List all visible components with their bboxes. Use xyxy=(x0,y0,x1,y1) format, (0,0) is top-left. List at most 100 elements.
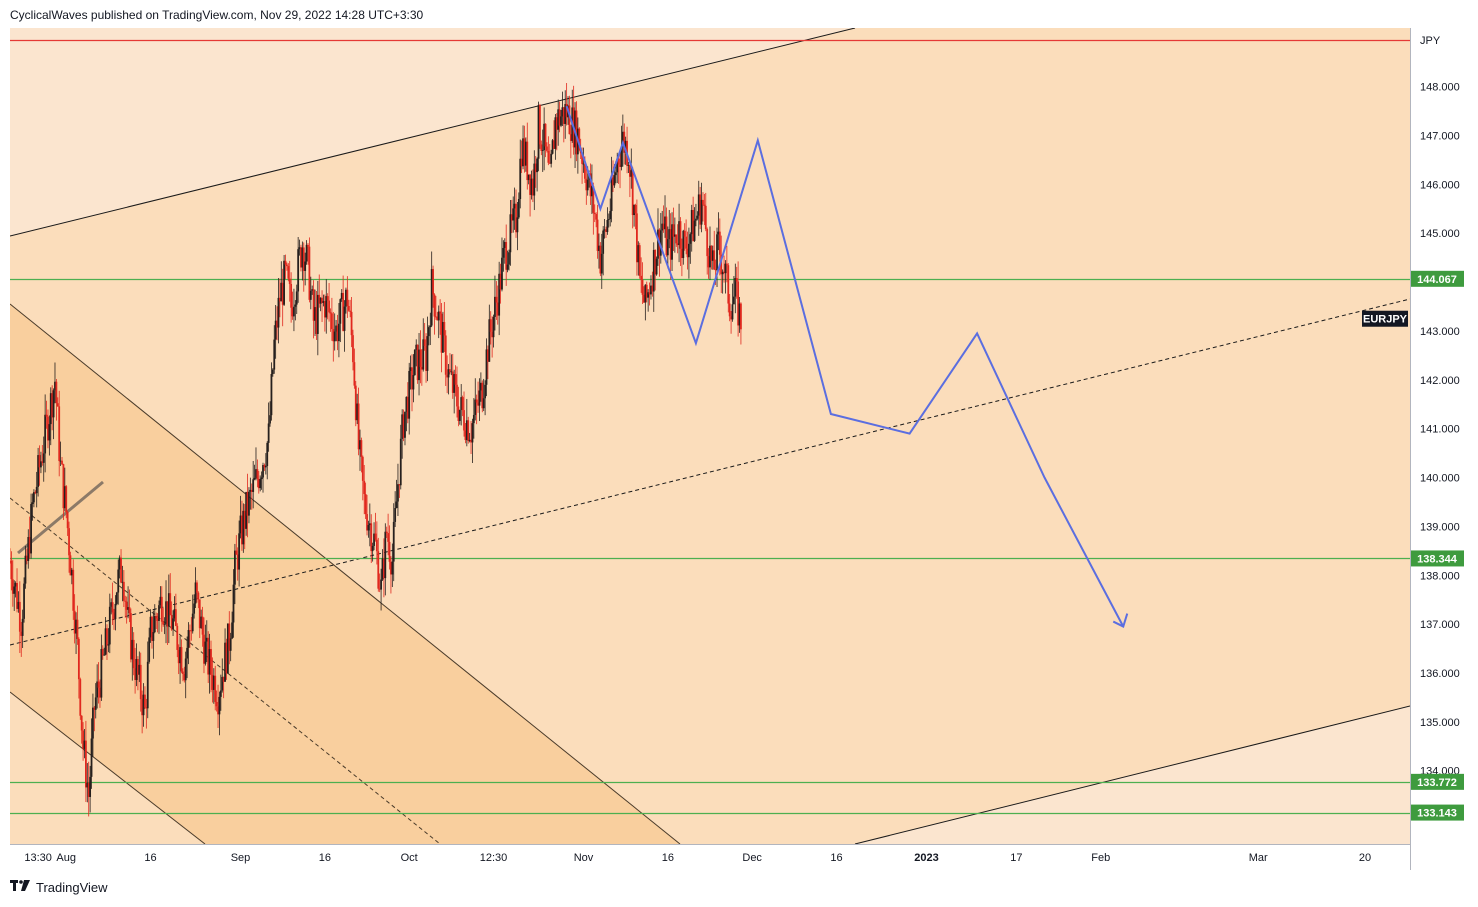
candle-body xyxy=(49,393,52,425)
candle-body xyxy=(32,492,35,503)
candle-body xyxy=(96,681,99,698)
candle-body xyxy=(643,294,645,303)
candle-body xyxy=(14,582,17,587)
candle-body xyxy=(738,303,741,326)
candle-body xyxy=(458,409,461,421)
candle-body xyxy=(149,616,152,638)
candle-body xyxy=(218,696,221,715)
candle-body xyxy=(120,557,122,583)
candle-body xyxy=(338,323,340,342)
candle-body xyxy=(711,250,714,261)
candle-body xyxy=(284,260,287,265)
candle-body xyxy=(311,289,314,291)
candle-body xyxy=(461,397,464,411)
candle-body xyxy=(163,623,166,625)
candle-body xyxy=(297,249,300,292)
candle-body xyxy=(45,414,48,417)
price-tick-label: 148.000 xyxy=(1420,82,1460,94)
candle-body xyxy=(113,612,115,620)
candle-body xyxy=(165,601,167,624)
candle-body xyxy=(198,599,201,629)
candle-body xyxy=(121,581,124,583)
candle-body xyxy=(37,455,40,487)
candle-body xyxy=(280,282,283,302)
time-tick-label: 16 xyxy=(144,852,156,864)
candle-body xyxy=(108,606,111,645)
candle-body xyxy=(100,648,103,698)
candle-body xyxy=(176,625,179,650)
candle-body xyxy=(363,480,366,495)
candle-body xyxy=(235,550,238,555)
candle-body xyxy=(557,109,560,130)
candle-body xyxy=(111,602,114,613)
candle-body xyxy=(219,690,222,697)
candle-body xyxy=(85,740,87,788)
candle-body xyxy=(253,477,256,480)
candle-body xyxy=(384,531,387,579)
candle-body xyxy=(97,681,100,688)
candle-body xyxy=(231,622,233,639)
price-level-badge-label: 133.143 xyxy=(1417,808,1457,820)
candle-body xyxy=(484,384,487,399)
candle-body xyxy=(494,296,496,317)
candle-body xyxy=(631,170,634,216)
candle-body xyxy=(20,631,23,636)
candle-body xyxy=(152,632,155,641)
candle-body xyxy=(191,613,194,632)
candle-body xyxy=(135,658,138,681)
tradingview-logo-icon[interactable] xyxy=(10,880,30,895)
candle-body xyxy=(565,104,568,118)
projection-arrowhead xyxy=(1112,613,1129,628)
candle-body xyxy=(568,105,571,135)
candle-body xyxy=(475,399,478,403)
candle-body xyxy=(467,420,470,442)
price-level-badge-label: 138.344 xyxy=(1417,553,1458,565)
candle-body xyxy=(450,371,453,373)
candle-body xyxy=(600,253,603,274)
candle-body xyxy=(401,414,404,439)
candle-body xyxy=(599,245,602,274)
candle-body xyxy=(392,521,395,562)
candle-body xyxy=(83,740,86,749)
candle-body xyxy=(408,370,411,419)
price-tick-label: 138.000 xyxy=(1420,570,1460,582)
price-axis[interactable]: 134.000135.000136.000137.000138.000139.0… xyxy=(1420,82,1460,778)
candle-body xyxy=(578,128,581,151)
candle-body xyxy=(665,216,668,256)
candle-body xyxy=(89,776,92,797)
candle-body xyxy=(547,150,550,163)
candle-body xyxy=(336,325,339,342)
candle-body xyxy=(269,415,271,424)
time-axis[interactable]: 13:30 Aug 16 Sep 16 Oct 12:30 Nov 16 Dec 16 2023 17 F… xyxy=(24,852,1371,864)
candle-body xyxy=(479,382,482,391)
candle-body xyxy=(252,479,255,492)
candle-body xyxy=(79,679,82,716)
candle-body xyxy=(283,260,285,305)
candle-body xyxy=(512,208,515,221)
candle-body xyxy=(359,440,361,450)
candle-body xyxy=(575,110,578,155)
candle-body xyxy=(442,322,444,353)
candle-body xyxy=(619,164,621,167)
candle-body xyxy=(148,637,151,662)
candle-body xyxy=(274,320,277,340)
candle-body xyxy=(725,263,728,266)
candle-body xyxy=(47,416,49,441)
candle-body xyxy=(23,583,25,619)
candle-body xyxy=(411,367,413,390)
candle-body xyxy=(222,676,225,682)
candle-body xyxy=(42,453,45,463)
candle-body xyxy=(522,138,524,167)
candle-body xyxy=(208,649,211,675)
footer-brand[interactable]: TradingView xyxy=(36,880,108,895)
candle-body xyxy=(339,299,342,324)
candle-body xyxy=(361,456,364,481)
candle-body xyxy=(704,205,707,230)
candle-body xyxy=(548,162,551,164)
candle-body xyxy=(347,305,350,311)
candle-body xyxy=(398,484,401,486)
candle-body xyxy=(671,224,673,260)
candle-body xyxy=(447,369,450,378)
candle-body xyxy=(645,284,648,298)
